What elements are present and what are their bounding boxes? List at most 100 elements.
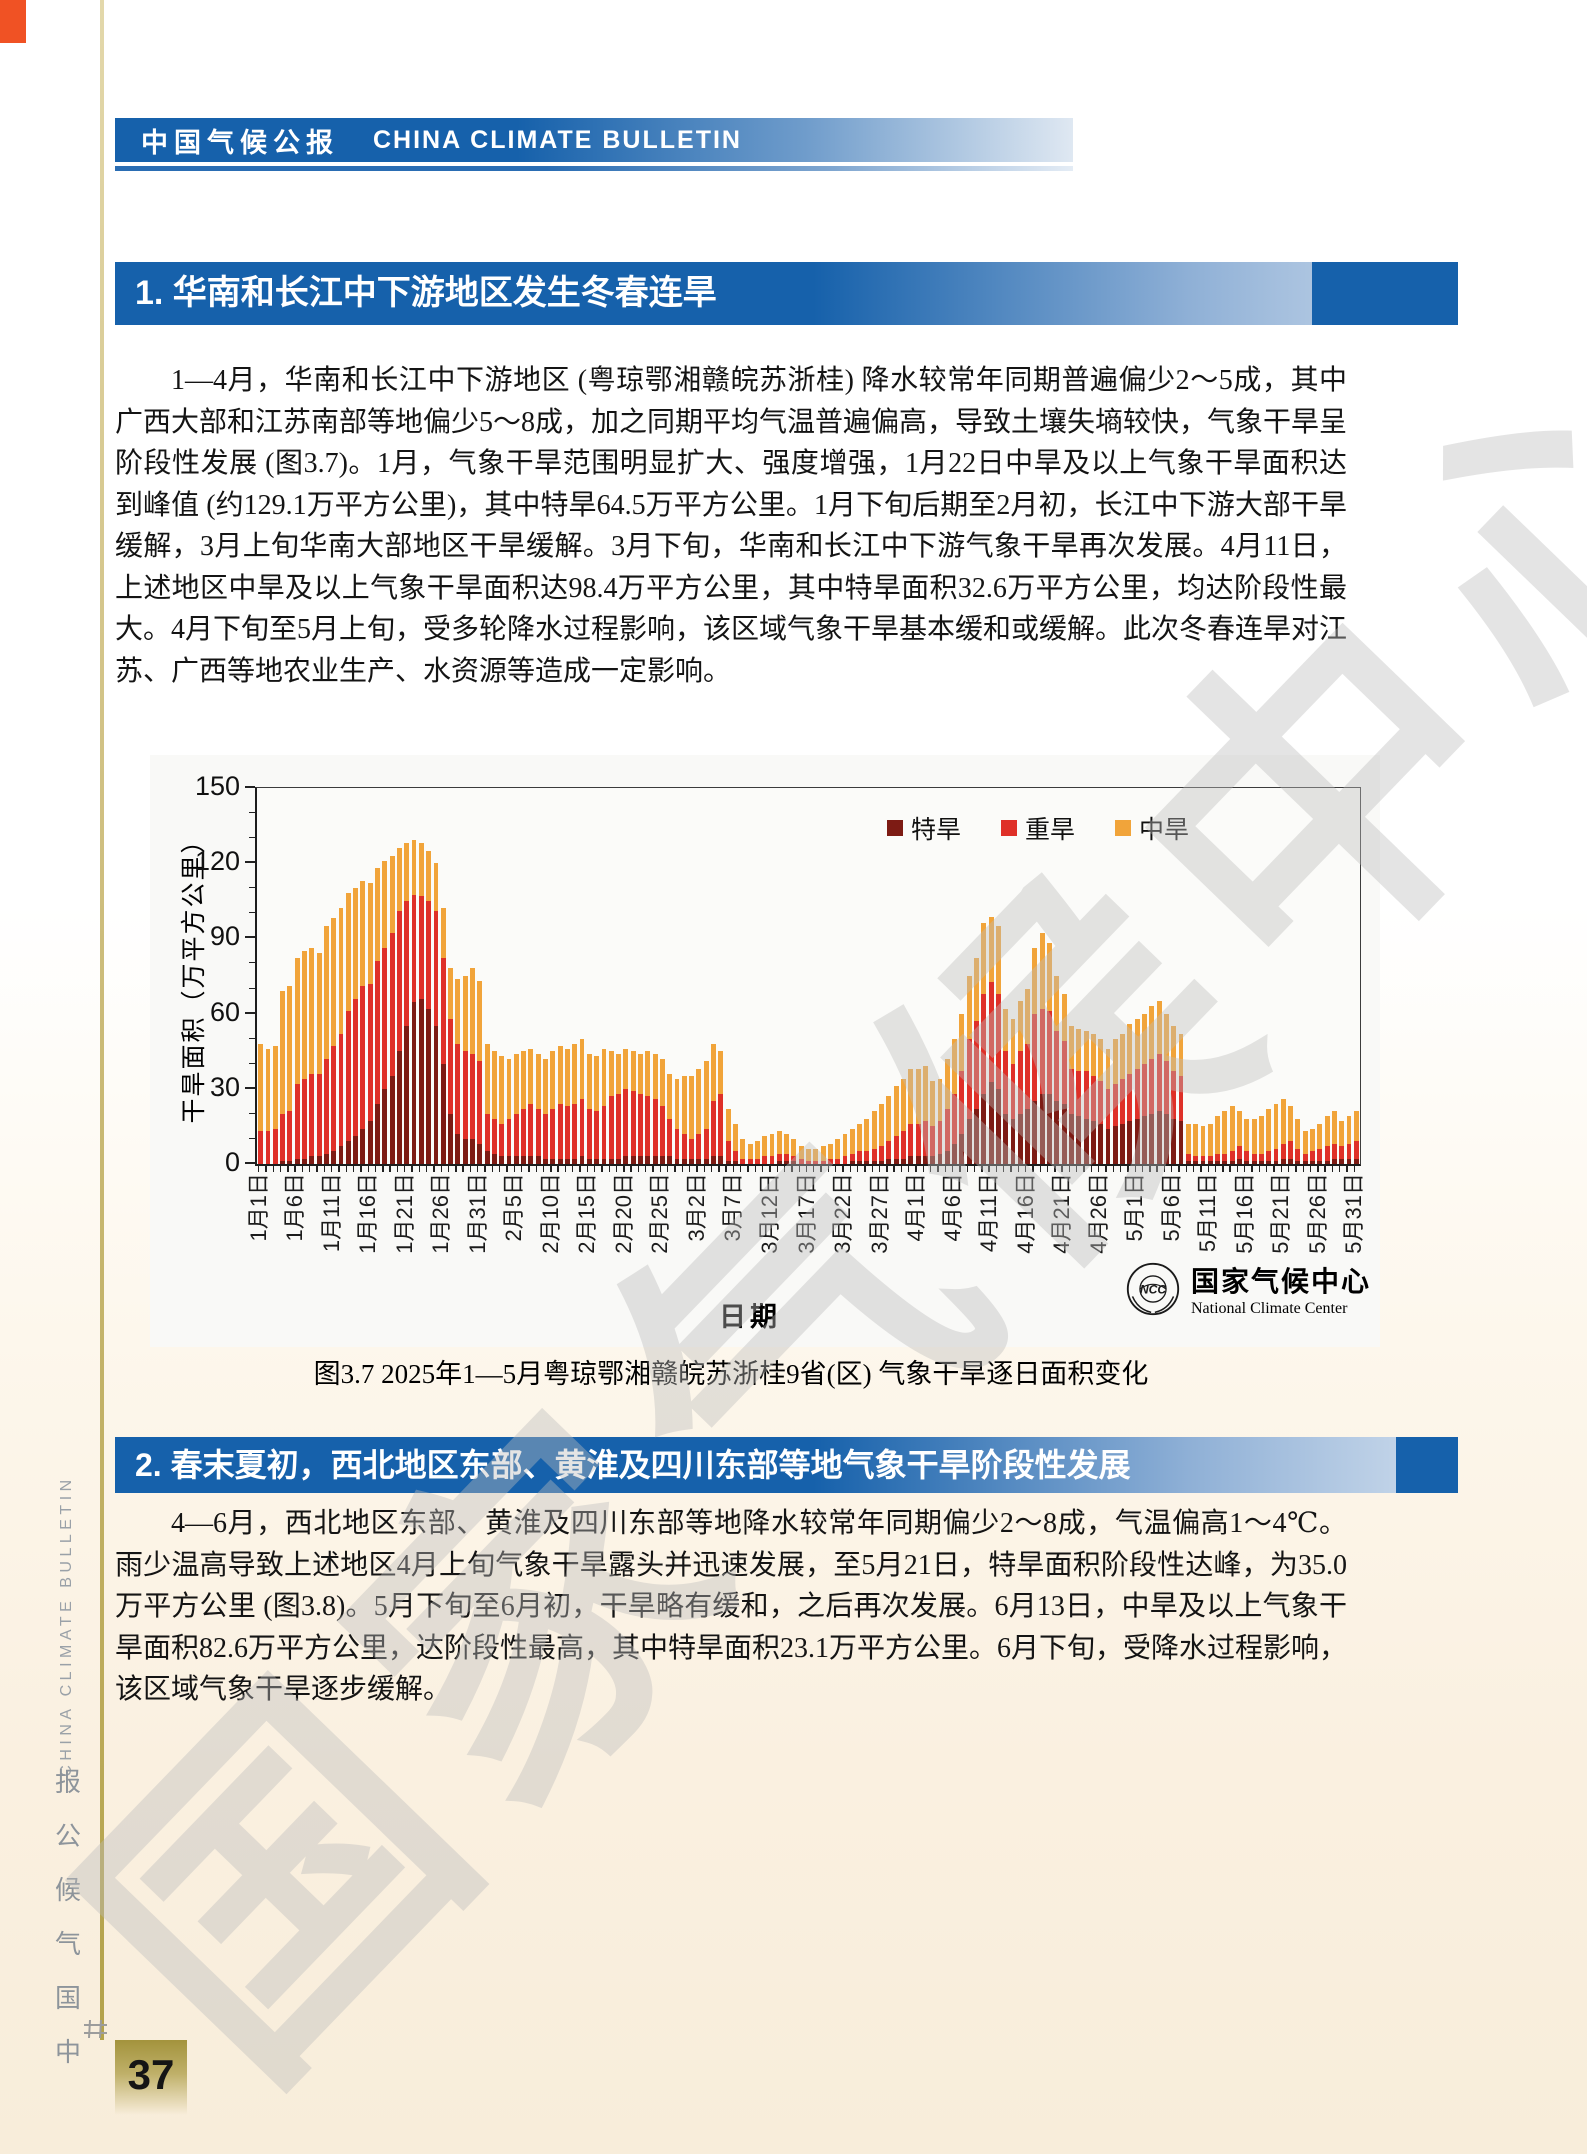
- x-tick-mark: [1229, 1165, 1231, 1172]
- bar-segment-特旱: [1339, 1158, 1345, 1164]
- bar-segment-中旱: [1258, 1116, 1264, 1154]
- bar-segment-中旱: [345, 893, 351, 1012]
- bar-segment-中旱: [543, 1058, 548, 1114]
- x-axis-title: 日期: [719, 1302, 781, 1332]
- section1-heading-end-block: [1312, 262, 1458, 325]
- bar-segment-特旱: [689, 1158, 695, 1164]
- bar-segment-特旱: [396, 1051, 402, 1164]
- x-tick-label: 2月5日: [501, 1173, 527, 1242]
- x-tick-mark: [1280, 1165, 1282, 1172]
- bar-segment-特旱: [404, 1026, 410, 1164]
- bar-segment-中旱: [594, 1056, 600, 1112]
- bar-segment-重旱: [1149, 1058, 1155, 1114]
- bar-segment-重旱: [1331, 1143, 1337, 1159]
- x-tick-mark: [988, 1165, 990, 1172]
- bar-segment-重旱: [1098, 1081, 1104, 1124]
- bar-segment-重旱: [462, 1051, 468, 1139]
- header-rule: [115, 166, 1073, 171]
- bar-segment-中旱: [901, 1078, 906, 1132]
- bar-segment-特旱: [367, 1121, 373, 1164]
- bar-segment-中旱: [499, 1056, 505, 1124]
- x-tick-mark: [791, 1165, 793, 1172]
- bar-segment-重旱: [1069, 1068, 1074, 1114]
- bar-segment-特旱: [966, 1118, 972, 1164]
- bar-segment-中旱: [258, 1043, 264, 1132]
- x-tick-mark: [1134, 1165, 1136, 1172]
- bar-segment-特旱: [959, 1133, 965, 1164]
- bar-segment-重旱: [638, 1093, 643, 1157]
- bar-segment-特旱: [535, 1156, 541, 1164]
- ncc-logo-block: NCC 国家气候中心 National Climate Center: [1125, 1260, 1371, 1318]
- x-tick-label: 1月26日: [428, 1173, 454, 1254]
- bar-segment-特旱: [674, 1158, 680, 1164]
- bar-segment-重旱: [827, 1158, 833, 1164]
- bar-segment-中旱: [353, 888, 359, 999]
- x-tick-mark: [279, 1165, 282, 1172]
- bar-segment-特旱: [1185, 1161, 1191, 1164]
- x-tick-mark: [374, 1165, 377, 1172]
- x-tick-mark: [1353, 1165, 1356, 1172]
- bar-segment-中旱: [302, 950, 307, 1079]
- x-tick-mark: [1112, 1165, 1114, 1172]
- x-tick-mark: [382, 1165, 384, 1172]
- x-tick-mark: [257, 1165, 260, 1172]
- x-tick-mark: [425, 1165, 428, 1172]
- bar-segment-中旱: [1054, 976, 1060, 1032]
- bar-segment-重旱: [506, 1118, 512, 1157]
- bar-segment-重旱: [813, 1161, 819, 1164]
- bar-segment-重旱: [1090, 1076, 1096, 1122]
- x-tick-label: 1月1日: [245, 1173, 271, 1242]
- bar-segment-特旱: [382, 1088, 388, 1164]
- x-tick-mark: [331, 1165, 333, 1172]
- x-tick-mark: [440, 1165, 442, 1172]
- bar-segment-中旱: [455, 978, 461, 1044]
- bar-segment-特旱: [1244, 1161, 1250, 1164]
- x-tick-mark: [550, 1165, 552, 1172]
- bar-segment-中旱: [331, 918, 337, 1047]
- bar-segment-重旱: [995, 993, 1001, 1089]
- x-tick-mark: [1339, 1165, 1341, 1172]
- bar-segment-特旱: [1083, 1118, 1089, 1164]
- y-tick-label: 0: [224, 1147, 240, 1177]
- bar-segment-重旱: [1054, 1031, 1060, 1102]
- x-tick-mark: [1076, 1165, 1078, 1172]
- bar-segment-重旱: [1339, 1146, 1345, 1159]
- bar-segment-中旱: [908, 1068, 914, 1124]
- bar-segment-特旱: [579, 1156, 585, 1164]
- x-tick-mark: [667, 1165, 669, 1172]
- x-tick-label: 3月7日: [720, 1173, 746, 1242]
- bar-segment-中旱: [988, 917, 994, 982]
- bar-segment-中旱: [725, 1108, 731, 1142]
- bar-segment-重旱: [433, 910, 439, 1027]
- x-tick-mark: [389, 1165, 391, 1172]
- bar-segment-特旱: [506, 1156, 512, 1164]
- bar-segment-特旱: [1112, 1126, 1118, 1164]
- bar-segment-特旱: [1010, 1118, 1016, 1164]
- bar-segment-中旱: [733, 1123, 738, 1152]
- x-tick-mark: [944, 1165, 946, 1172]
- bar-segment-中旱: [272, 1046, 278, 1129]
- bar-segment-特旱: [645, 1156, 651, 1164]
- bar-segment-重旱: [740, 1158, 746, 1164]
- bar-segment-重旱: [579, 1098, 585, 1157]
- bar-segment-重旱: [1288, 1141, 1294, 1159]
- bar-segment-特旱: [784, 1161, 790, 1164]
- bar-segment-特旱: [411, 1002, 417, 1164]
- x-tick-label: 5月16日: [1231, 1173, 1257, 1254]
- bar-segment-重旱: [1156, 1053, 1162, 1112]
- bar-segment-重旱: [272, 1128, 278, 1164]
- bar-segment-中旱: [338, 908, 344, 1034]
- bar-segment-中旱: [667, 1073, 673, 1119]
- bar-segment-重旱: [1120, 1078, 1126, 1124]
- x-tick-label: 5月21日: [1268, 1173, 1294, 1254]
- x-tick-mark: [761, 1165, 764, 1172]
- bar-segment-特旱: [594, 1158, 600, 1164]
- bar-segment-重旱: [1295, 1148, 1301, 1162]
- bar-segment-中旱: [1339, 1121, 1345, 1147]
- bar-segment-重旱: [1237, 1146, 1242, 1159]
- y-minor-tick-mark: [249, 812, 255, 814]
- x-tick-mark: [973, 1165, 976, 1172]
- x-tick-mark: [309, 1165, 311, 1172]
- bar-segment-重旱: [908, 1123, 914, 1157]
